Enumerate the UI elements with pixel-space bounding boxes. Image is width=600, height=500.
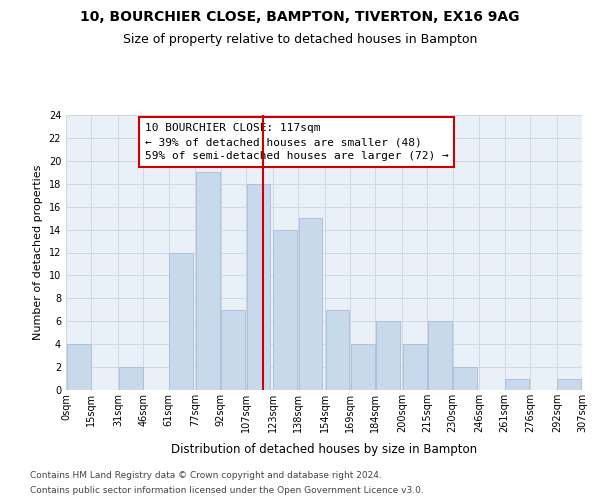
Bar [453, 367, 477, 390]
Bar [119, 367, 143, 390]
Text: 10 BOURCHIER CLOSE: 117sqm
← 39% of detached houses are smaller (48)
59% of semi: 10 BOURCHIER CLOSE: 117sqm ← 39% of deta… [145, 123, 449, 161]
Bar [221, 310, 245, 390]
Bar [376, 322, 400, 390]
Bar [67, 344, 91, 390]
Bar [351, 344, 374, 390]
Bar [196, 172, 220, 390]
Text: 10, BOURCHIER CLOSE, BAMPTON, TIVERTON, EX16 9AG: 10, BOURCHIER CLOSE, BAMPTON, TIVERTON, … [80, 10, 520, 24]
Y-axis label: Number of detached properties: Number of detached properties [33, 165, 43, 340]
Text: Contains public sector information licensed under the Open Government Licence v3: Contains public sector information licen… [30, 486, 424, 495]
Bar [326, 310, 349, 390]
Text: Contains HM Land Registry data © Crown copyright and database right 2024.: Contains HM Land Registry data © Crown c… [30, 471, 382, 480]
Bar [274, 230, 297, 390]
Text: Size of property relative to detached houses in Bampton: Size of property relative to detached ho… [123, 32, 477, 46]
Text: Distribution of detached houses by size in Bampton: Distribution of detached houses by size … [171, 442, 477, 456]
Bar [169, 252, 193, 390]
Bar [428, 322, 452, 390]
Bar [247, 184, 271, 390]
Bar [505, 378, 529, 390]
Bar [557, 378, 581, 390]
Bar [403, 344, 427, 390]
Bar [299, 218, 322, 390]
